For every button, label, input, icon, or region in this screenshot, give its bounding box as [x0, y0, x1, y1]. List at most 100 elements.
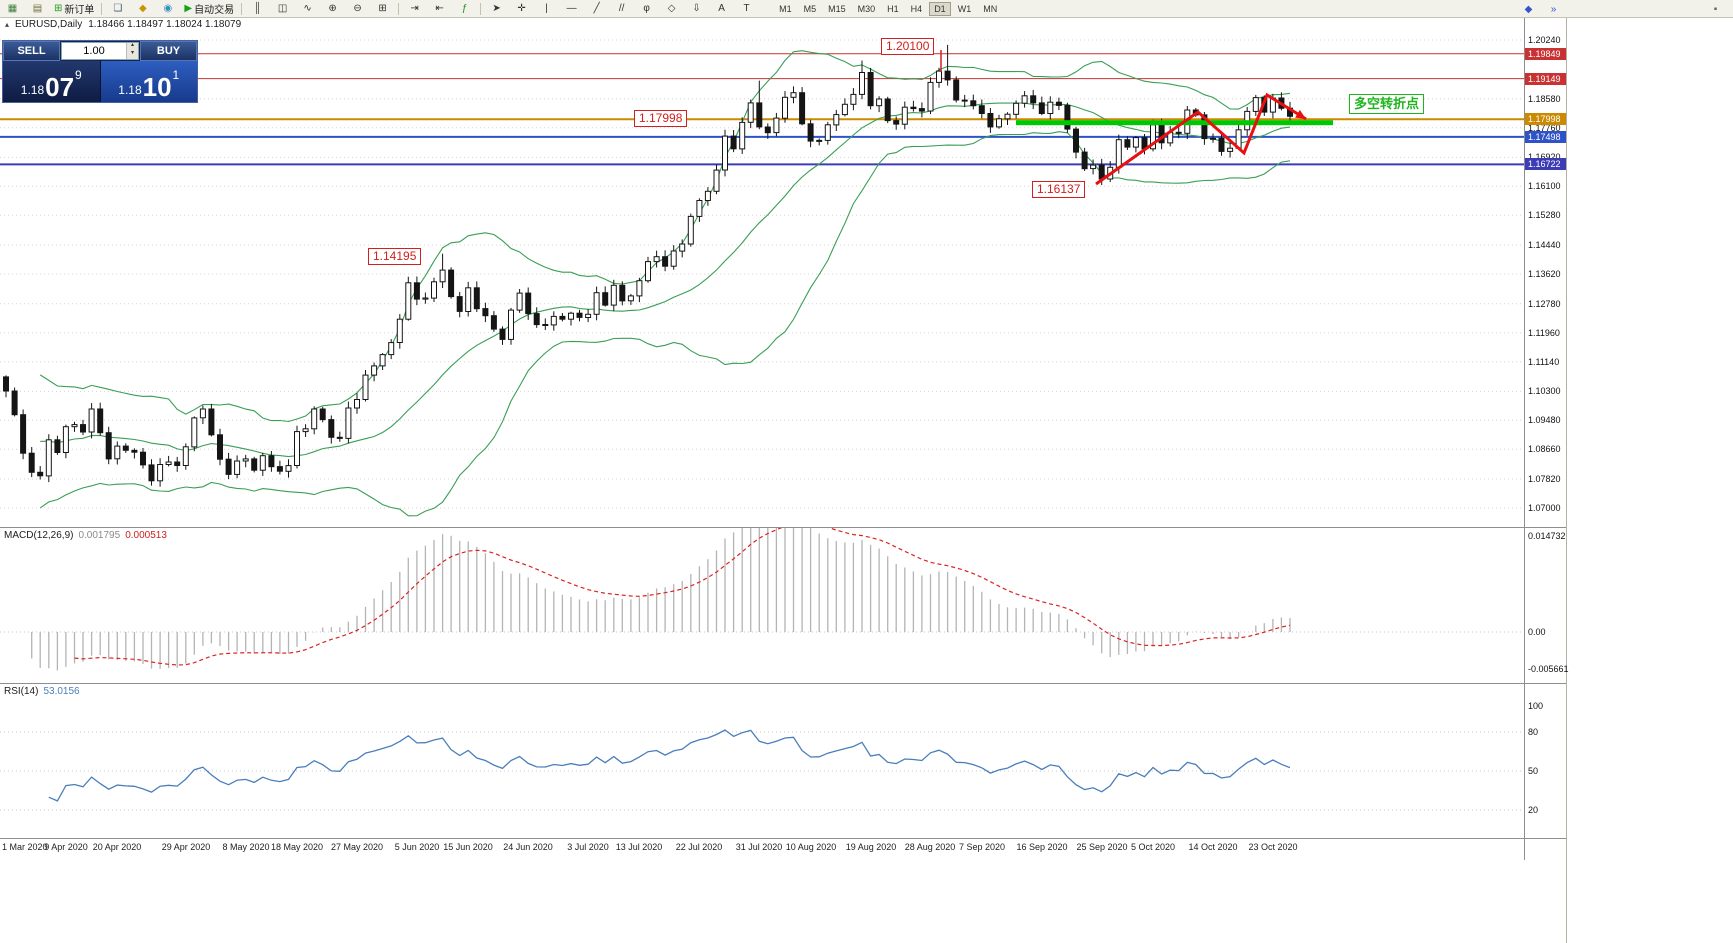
toolbar-overflow-icon: »: [1550, 3, 1557, 15]
buy-button[interactable]: BUY: [140, 41, 197, 61]
timeframe-h4[interactable]: H4: [910, 3, 923, 14]
lot-size-input[interactable]: [62, 43, 126, 59]
time-label: 15 Jun 2020: [443, 842, 493, 852]
trendline[interactable]: ╱: [585, 0, 608, 17]
ask-pipette: 1: [172, 68, 180, 82]
main-chart-area[interactable]: [0, 17, 1524, 527]
toolbar-separator: [241, 2, 243, 15]
new-chart[interactable]: ▦: [1, 0, 24, 17]
market-watch[interactable]: ◉: [156, 0, 179, 17]
price-tick: 1.15280: [1528, 210, 1561, 220]
time-label: 10 Aug 2020: [785, 842, 837, 852]
price-marker-1.19149: 1.19149: [1525, 73, 1566, 85]
macd-axis-label: 0.00: [1528, 627, 1546, 637]
new-order-button[interactable]: ⊞ 新订单: [51, 0, 97, 17]
line-chart-icon: ∿: [303, 2, 312, 14]
vertical-line[interactable]: |: [535, 0, 558, 17]
market-watch-icon: ◉: [163, 2, 173, 14]
horizontal-line[interactable]: —: [560, 0, 583, 17]
sell-button[interactable]: SELL: [3, 41, 60, 61]
time-label: 20 Apr 2020: [92, 842, 142, 852]
macd-name: MACD(12,26,9): [4, 530, 74, 541]
trendline-icon: ╱: [593, 2, 600, 14]
tile-windows[interactable]: ⊞: [371, 0, 394, 17]
indicators-icon: ƒ: [461, 2, 468, 14]
right-panel-divider: [1566, 0, 1567, 943]
bar-chart[interactable]: ║: [246, 0, 269, 17]
price-tick: 1.07000: [1528, 503, 1561, 513]
high-price-label[interactable]: 1.20100: [881, 38, 935, 55]
favorites[interactable]: ◆: [1517, 1, 1540, 18]
chart-profiles[interactable]: ▤: [26, 0, 49, 17]
bid-price[interactable]: 1.18 07 9: [3, 61, 101, 102]
macd-panel[interactable]: [0, 528, 1524, 683]
deposit-icon: ◆: [139, 2, 147, 14]
auto-trading-button[interactable]: ▶ 自动交易: [181, 0, 237, 17]
auto-trading-button-label: 自动交易: [194, 5, 235, 16]
lot-down-icon[interactable]: ▾: [127, 50, 138, 59]
timeframe-m5[interactable]: M5: [803, 3, 817, 14]
low-price-label[interactable]: 1.16137: [1032, 181, 1086, 198]
price-tick: 1.07820: [1528, 474, 1561, 484]
turning-point-label[interactable]: 多空转折点: [1349, 94, 1425, 114]
text-label[interactable]: T: [735, 0, 758, 17]
timeframe-m30[interactable]: M30: [857, 3, 876, 14]
panel-toggle[interactable]: ▪: [1704, 1, 1727, 18]
time-label: 5 Oct 2020: [1130, 842, 1176, 852]
text[interactable]: A: [710, 0, 733, 17]
bar-chart-icon: ║: [254, 2, 262, 14]
auto-scroll[interactable]: ⇥: [403, 0, 426, 17]
price-marker-1.19849: 1.19849: [1525, 48, 1566, 60]
timeframe-d1[interactable]: D1: [929, 1, 951, 16]
timeframe-m1[interactable]: M1: [779, 3, 792, 14]
fibonacci-icon: φ: [643, 2, 650, 14]
rsi-axis-label: 80: [1528, 727, 1539, 737]
toolbar-overflow[interactable]: »: [1542, 1, 1565, 18]
time-label: 19 Aug 2020: [845, 842, 897, 852]
macd-value: 0.001795: [78, 530, 121, 541]
rsi-axis-label: 20: [1528, 805, 1539, 815]
price-axis[interactable]: 1.20240 1.18580 1.17760 1.16920 1.16100 1.152…: [1525, 0, 1569, 943]
chart-profiles-icon: ▤: [32, 2, 43, 14]
timeframe-h1[interactable]: H1: [887, 3, 899, 14]
lot-up-icon[interactable]: ▴: [127, 42, 138, 51]
time-label: 18 May 2020: [270, 842, 324, 852]
rsi-splitter[interactable]: [0, 683, 1566, 684]
june-high-price-label[interactable]: 1.14195: [368, 248, 422, 265]
bid-pipette: 9: [75, 68, 82, 82]
deposit[interactable]: ◆: [131, 0, 154, 17]
open-windows[interactable]: ❏: [106, 0, 129, 17]
channel-icon: //: [618, 2, 625, 14]
fibonacci[interactable]: φ: [635, 0, 658, 17]
zoom-out[interactable]: ⊖: [346, 0, 369, 17]
new-chart-icon: ▦: [7, 2, 18, 14]
price-tick: 1.08660: [1528, 444, 1561, 454]
timeframe-mn[interactable]: MN: [983, 3, 998, 14]
price-axis-border: [1524, 17, 1525, 860]
rsi-panel[interactable]: [0, 684, 1524, 838]
price-tick: 1.18580: [1528, 94, 1561, 104]
one-click-collapse-icon[interactable]: ▴: [5, 20, 10, 29]
open-windows-icon: ❏: [113, 2, 123, 14]
resistance-price-label[interactable]: 1.17998: [634, 110, 688, 127]
arrows[interactable]: ⇩: [685, 0, 708, 17]
channel[interactable]: //: [610, 0, 633, 17]
line-chart[interactable]: ∿: [296, 0, 319, 17]
ask-price[interactable]: 1.18 10 1: [100, 61, 197, 102]
text-label-icon: T: [743, 2, 750, 14]
shapes[interactable]: ◇: [660, 0, 683, 17]
candlestick-chart[interactable]: ◫: [271, 0, 294, 17]
time-label: 28 Aug 2020: [904, 842, 956, 852]
zoom-in[interactable]: ⊕: [321, 0, 344, 17]
timeframe-w1[interactable]: W1: [957, 3, 972, 14]
toolbar-separator: [101, 2, 103, 15]
indicators[interactable]: ƒ: [453, 0, 476, 17]
timeframe-m15[interactable]: M15: [828, 3, 846, 14]
crosshair[interactable]: ✛: [510, 0, 533, 17]
favorites-icon: ◆: [1524, 3, 1533, 15]
macd-splitter[interactable]: [0, 527, 1566, 528]
toolbar-separator: [480, 2, 482, 15]
chart-shift[interactable]: ⇤: [428, 0, 451, 17]
cursor[interactable]: ➤: [485, 0, 508, 17]
